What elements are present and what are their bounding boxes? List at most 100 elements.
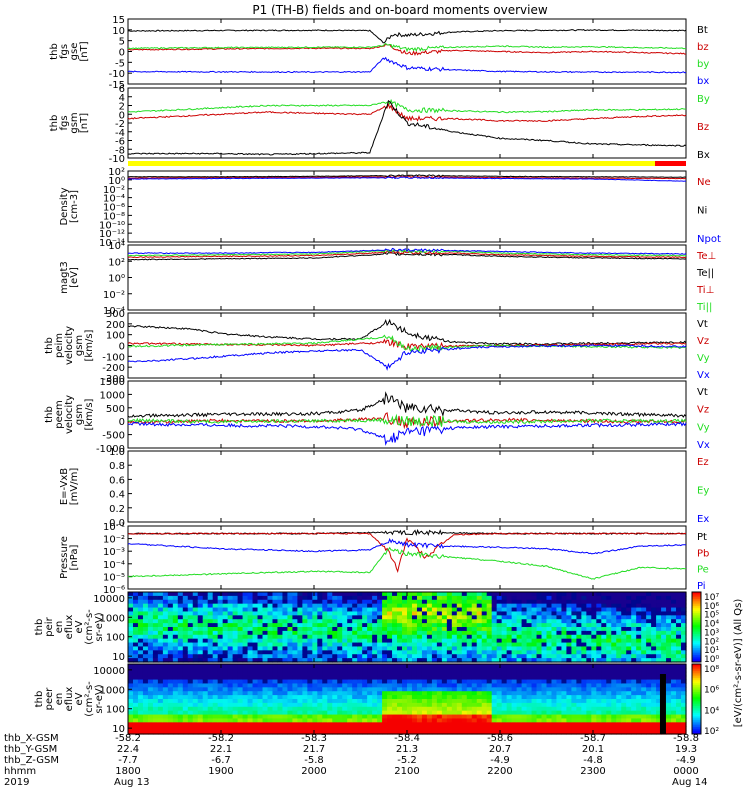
spectrogram-cell bbox=[202, 726, 209, 731]
spectrogram-cell bbox=[167, 667, 174, 673]
spectrogram-cell bbox=[491, 706, 498, 712]
spectrogram-cell bbox=[536, 683, 543, 688]
spectrogram-cell bbox=[636, 603, 642, 609]
spectrogram-cell bbox=[561, 683, 568, 688]
spectrogram-cell bbox=[137, 642, 144, 648]
spectrogram-cell bbox=[327, 726, 333, 731]
y-tick-label: 0.4 bbox=[109, 490, 125, 501]
spectrogram-cell bbox=[172, 710, 179, 716]
spectrogram-cell bbox=[267, 603, 274, 609]
spectrogram-cell bbox=[601, 671, 607, 677]
spectrogram-cell bbox=[267, 679, 274, 685]
spectrogram-cell bbox=[407, 683, 413, 688]
legend-label: Vz bbox=[697, 405, 709, 416]
spectrogram-cell bbox=[187, 595, 194, 601]
spectrogram-cell bbox=[631, 718, 637, 723]
spectrogram-cell bbox=[546, 718, 553, 723]
spectrogram-cell bbox=[456, 664, 463, 669]
spectrogram-cell bbox=[207, 627, 214, 632]
spectrogram-cell bbox=[337, 607, 343, 613]
spectrogram-cell bbox=[387, 730, 393, 735]
spectrogram-cell bbox=[132, 623, 139, 628]
spectrogram-cell bbox=[681, 619, 687, 624]
spectrogram-cell bbox=[541, 611, 548, 616]
spectrogram-cell bbox=[526, 634, 533, 640]
colorbar-tick-label: 10⁴ bbox=[704, 620, 719, 630]
spectrogram-cell bbox=[441, 702, 448, 708]
spectrogram-cell bbox=[566, 706, 573, 712]
y-tick-label: 0 bbox=[119, 48, 125, 59]
spectrogram-cell bbox=[556, 683, 563, 688]
spectrogram-cell bbox=[506, 730, 513, 735]
spectrogram-cell bbox=[556, 726, 563, 731]
spectrogram-cell bbox=[392, 592, 398, 597]
spectrogram-cell bbox=[242, 679, 249, 685]
spectrogram-cell bbox=[157, 718, 164, 723]
spectrogram-cell bbox=[347, 683, 353, 688]
spectrogram-cell bbox=[671, 607, 677, 613]
spectrogram-cell bbox=[227, 675, 234, 681]
spectrogram-cell bbox=[556, 714, 563, 720]
spectrogram-cell bbox=[666, 699, 672, 704]
spectrogram-cell bbox=[546, 627, 553, 632]
spectrogram-cell bbox=[481, 702, 488, 708]
spectrogram-cell bbox=[571, 595, 577, 601]
spectrogram-cell bbox=[137, 718, 144, 723]
spectrogram-cell bbox=[392, 654, 398, 659]
spectrogram-cell bbox=[217, 592, 224, 597]
spectrogram-cell bbox=[661, 595, 667, 601]
spectrogram-cell bbox=[661, 646, 667, 651]
spectrogram-cell bbox=[382, 654, 388, 659]
spectrogram-cell bbox=[666, 595, 672, 601]
spectrogram-cell bbox=[172, 619, 179, 624]
spectrogram-cell bbox=[611, 627, 617, 632]
spectrogram-cell bbox=[257, 702, 264, 708]
spectrogram-cell bbox=[237, 595, 244, 601]
spectrogram-cell bbox=[157, 599, 164, 605]
spectrogram-cell bbox=[162, 619, 169, 624]
spectrogram-cell bbox=[646, 683, 652, 688]
spectrogram-cell bbox=[227, 702, 234, 708]
spectrogram-cell bbox=[606, 595, 612, 601]
spectrogram-cell bbox=[237, 607, 244, 613]
spectrogram-cell bbox=[147, 603, 154, 609]
spectrogram-cell bbox=[237, 706, 244, 712]
spectrogram-cell bbox=[272, 710, 279, 716]
spectrogram-cell bbox=[387, 683, 393, 688]
spectrogram-cell bbox=[357, 603, 363, 609]
spectrogram-cell bbox=[322, 691, 328, 696]
spectrogram-cell bbox=[307, 730, 313, 735]
spectrogram-cell bbox=[372, 691, 378, 696]
spectrogram-cell bbox=[262, 726, 269, 731]
spectrogram-cell bbox=[192, 702, 199, 708]
spectrogram-cell bbox=[157, 714, 164, 720]
spectrogram-cell bbox=[372, 671, 378, 677]
spectrogram-cell bbox=[456, 691, 463, 696]
spectrogram-cell bbox=[561, 599, 568, 605]
spectrogram-cell bbox=[147, 699, 154, 704]
spectrogram-cell bbox=[232, 658, 239, 663]
spectrogram-cell bbox=[352, 675, 358, 681]
spectrogram-cell bbox=[327, 722, 333, 727]
series-line-Vt bbox=[127, 318, 687, 346]
spectrogram-cell bbox=[616, 615, 622, 620]
spectrogram-cell bbox=[531, 706, 538, 712]
spectrogram-cell bbox=[242, 627, 249, 632]
spectrogram-cell bbox=[182, 619, 189, 624]
spectrogram-cell bbox=[511, 683, 518, 688]
spectrogram-cell bbox=[292, 619, 298, 624]
spectrogram-cell bbox=[187, 654, 194, 659]
spectrogram-cell bbox=[496, 683, 503, 688]
spectrogram-cell bbox=[257, 627, 264, 632]
spectrogram-cell bbox=[232, 718, 239, 723]
spectrogram-cell bbox=[317, 630, 323, 636]
spectrogram-cell bbox=[222, 599, 229, 605]
spectrogram-cell bbox=[581, 619, 587, 624]
spectrogram-cell bbox=[601, 726, 607, 731]
spectrogram-cell bbox=[641, 718, 647, 723]
spectrogram-cell bbox=[297, 638, 303, 644]
spectrogram-cell bbox=[576, 615, 582, 620]
spectrogram-cell bbox=[661, 667, 667, 673]
spectrogram-cell bbox=[516, 611, 523, 616]
spectrogram-cell bbox=[387, 634, 393, 640]
